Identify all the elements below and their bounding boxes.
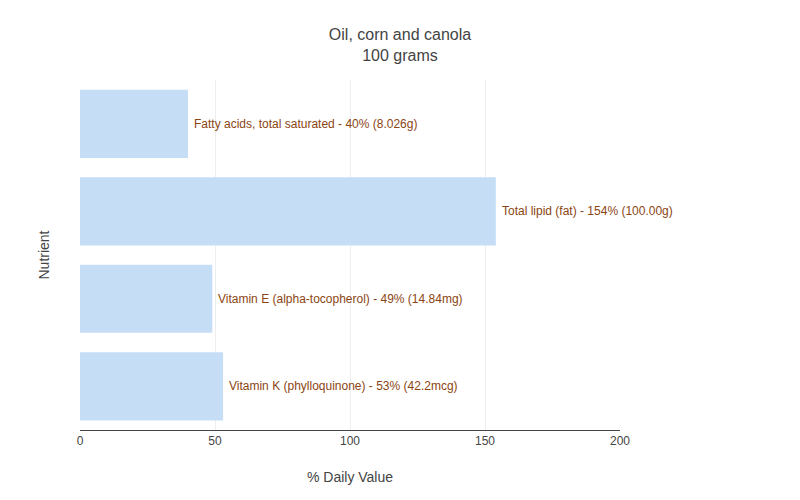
svg-text:Vitamin K (phylloquinone) - 53: Vitamin K (phylloquinone) - 53% (42.2mcg… <box>229 379 458 393</box>
svg-text:Fatty acids, total saturated -: Fatty acids, total saturated - 40% (8.02… <box>194 117 417 131</box>
svg-text:150: 150 <box>475 434 495 448</box>
svg-text:Oil, corn and canola100 grams: Oil, corn and canola100 grams <box>329 26 471 64</box>
svg-text:0: 0 <box>77 434 84 448</box>
svg-text:Vitamin E (alpha-tocopherol) -: Vitamin E (alpha-tocopherol) - 49% (14.8… <box>218 292 463 306</box>
svg-text:100: 100 <box>340 434 360 448</box>
svg-text:Total lipid (fat) - 154% (100.: Total lipid (fat) - 154% (100.00g) <box>502 204 673 218</box>
svg-text:50: 50 <box>208 434 222 448</box>
svg-text:Nutrient: Nutrient <box>36 230 52 279</box>
svg-text:200: 200 <box>610 434 630 448</box>
svg-text:% Daily Value: % Daily Value <box>307 469 393 485</box>
